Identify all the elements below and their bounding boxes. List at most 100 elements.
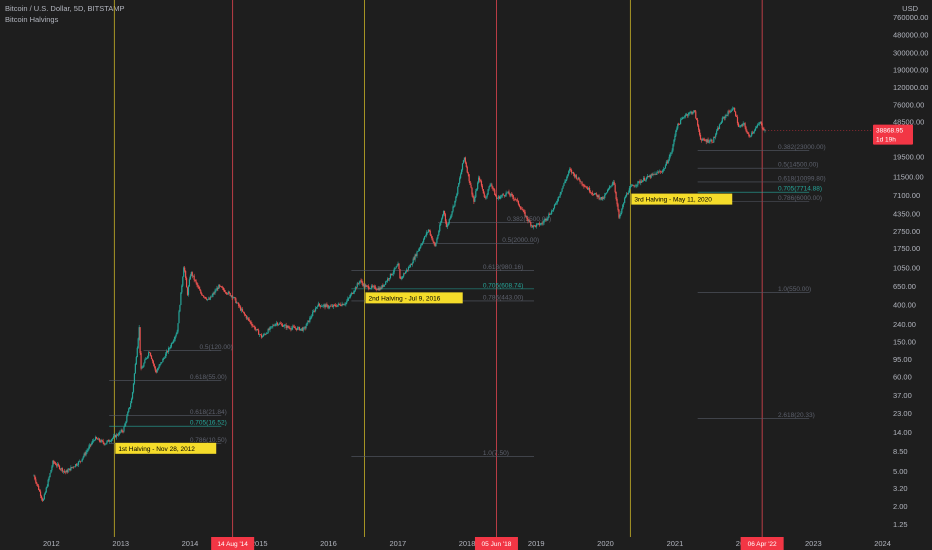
candle-body [478, 177, 480, 183]
candle-body [264, 334, 266, 335]
candle-body [144, 359, 146, 364]
candle-body [490, 184, 492, 186]
fib-retracements: 0.5(120.00) 0.618(55.00) 0.618(21.84) 0.705… [109, 144, 826, 457]
candle-body [72, 466, 74, 468]
price-tick-label: 1050.00 [893, 264, 920, 273]
candle-body [317, 303, 319, 307]
candle-body [201, 293, 203, 296]
candle-body [611, 183, 613, 186]
candle-body [684, 115, 686, 117]
candle-body [80, 460, 82, 462]
candle-body [338, 303, 340, 305]
candle-body [356, 283, 358, 288]
candle-body [759, 121, 761, 124]
candle-body [196, 282, 198, 286]
candle-body [495, 195, 497, 197]
candle-body [428, 229, 430, 232]
candle-body [394, 268, 396, 269]
event-lines [113, 0, 763, 537]
candle-body [76, 464, 79, 466]
candle-body [298, 327, 301, 331]
fib-level-label: 0.618(21.84) [190, 409, 227, 416]
candle-body [570, 170, 573, 173]
candle-body [195, 280, 197, 283]
candle-body [657, 171, 659, 173]
candle-body [245, 315, 247, 319]
candle-body [400, 278, 402, 280]
candle-body [540, 223, 542, 225]
candle-body [262, 334, 264, 337]
candle-body [631, 185, 633, 186]
candle-body [180, 292, 182, 306]
candle-body [732, 108, 734, 111]
candle-body [760, 121, 762, 124]
candle-body [460, 174, 462, 179]
fib-level-label: 0.382(3500.00) [507, 216, 551, 223]
candle-body [545, 219, 547, 221]
candle-body [222, 288, 225, 290]
candle-body [665, 161, 667, 166]
candle-body [418, 248, 420, 252]
candle-body [94, 437, 97, 441]
candle-body [543, 220, 545, 223]
candle-body [398, 263, 400, 270]
candle-body [102, 440, 104, 443]
candle-body [130, 403, 132, 408]
candle-body [740, 124, 742, 126]
candle-body [134, 363, 136, 374]
candle-body [123, 426, 125, 432]
candle-body [710, 139, 712, 141]
candle-body [179, 305, 181, 312]
candle-body [640, 181, 642, 183]
candle-body [568, 171, 570, 175]
candle-body [632, 185, 634, 186]
candle-body [550, 213, 552, 215]
candle-body [58, 465, 61, 469]
candle-body [287, 325, 289, 328]
candle-body [160, 362, 162, 365]
candle-body [140, 352, 142, 369]
candle-body [184, 267, 186, 271]
candle-body [615, 192, 617, 200]
candle-body [528, 220, 530, 222]
candle-body [371, 285, 374, 287]
candle-body [260, 334, 263, 338]
candle-body [86, 450, 88, 452]
candle-body [336, 305, 338, 307]
candle-body [412, 258, 414, 264]
candle-body [183, 267, 185, 277]
candle-body [340, 305, 342, 307]
candle-body [208, 298, 210, 300]
candle-body [63, 470, 65, 472]
candle-body [299, 328, 301, 331]
candle-body [679, 123, 681, 125]
candle-body [454, 200, 456, 206]
candle-body [403, 273, 405, 277]
candle-body [703, 139, 705, 141]
candle-body [629, 186, 631, 189]
candle-body [749, 135, 751, 137]
candle-body [347, 298, 349, 301]
candle-body [489, 185, 491, 187]
candle-body [484, 197, 486, 198]
candle-body [573, 173, 575, 177]
candle-body [682, 117, 685, 118]
candle-body [187, 286, 190, 295]
candles [33, 106, 766, 503]
candle-body [368, 288, 371, 290]
candle-body [266, 333, 268, 334]
candle-body [449, 217, 451, 220]
halving-label: 1st Halving - Nov 28, 2012 [118, 446, 195, 453]
candle-body [497, 196, 500, 199]
candle-body [429, 231, 431, 236]
candle-body [647, 176, 649, 177]
candle-body [88, 446, 90, 450]
candle-body [232, 297, 234, 299]
candle-body [492, 186, 494, 189]
time-tag-box [740, 537, 784, 550]
candle-body [738, 126, 740, 128]
candle-body [569, 169, 571, 172]
candle-body [308, 320, 310, 322]
price-tick-label: 760000.00 [893, 13, 928, 22]
